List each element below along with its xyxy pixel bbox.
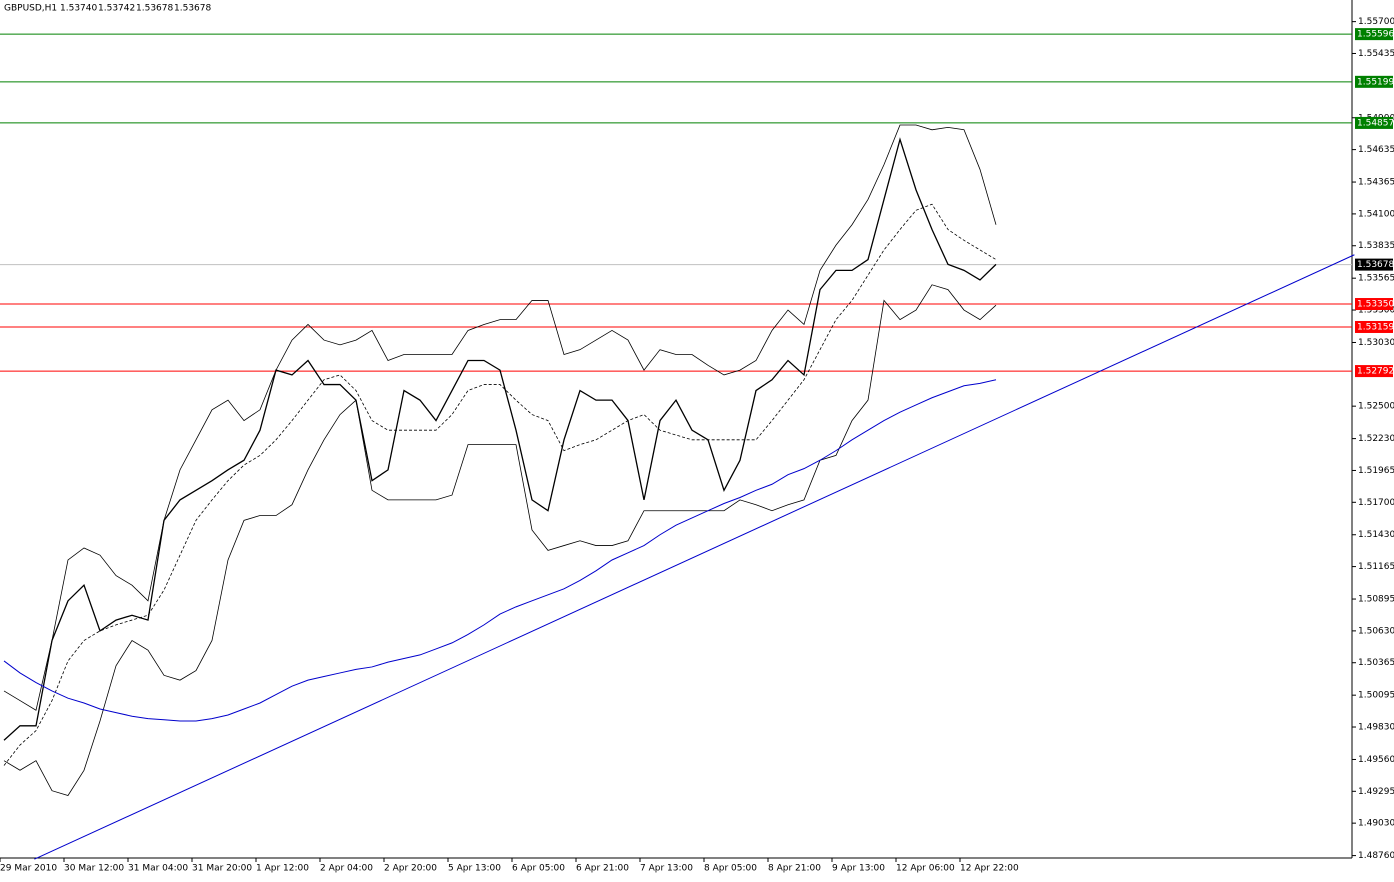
ohlc-value: 1.53678	[174, 4, 211, 14]
level-box	[1355, 298, 1393, 311]
x-tick-label: 12 Apr 22:00	[960, 864, 1019, 874]
x-tick-label: 6 Apr 21:00	[576, 864, 629, 874]
y-tick-label: 1.49560	[1358, 755, 1394, 765]
y-tick-label: 1.50895	[1358, 595, 1394, 605]
x-tick-label: 2 Apr 20:00	[384, 864, 437, 874]
y-tick-label: 1.51700	[1358, 498, 1394, 508]
x-tick-label: 9 Apr 13:00	[832, 864, 885, 874]
trendline	[34, 254, 1355, 860]
x-tick-label: 29 Mar 2010	[0, 864, 57, 874]
y-tick-label: 1.48760	[1358, 851, 1394, 861]
y-tick-label: 1.54635	[1358, 145, 1394, 155]
symbol: GBPUSD,H1	[4, 4, 57, 14]
y-tick-label: 1.53835	[1358, 241, 1394, 251]
y-tick-label: 1.52500	[1358, 402, 1394, 412]
level-label: 1.55199	[1357, 77, 1394, 87]
series-line	[3, 124, 997, 711]
x-tick-label: 30 Mar 12:00	[64, 864, 124, 874]
y-tick-label: 1.54100	[1358, 209, 1394, 219]
level-box	[1355, 116, 1393, 129]
x-tick-label: 12 Apr 06:00	[896, 864, 955, 874]
y-tick-label: 1.50095	[1358, 691, 1394, 701]
y-tick-label: 1.53030	[1358, 338, 1394, 348]
x-tick-label: 1 Apr 12:00	[256, 864, 309, 874]
level-box	[1355, 258, 1393, 271]
x-tick-label: 2 Apr 04:00	[320, 864, 373, 874]
y-tick-label: 1.55435	[1358, 49, 1394, 59]
y-tick-label: 1.51430	[1358, 530, 1394, 540]
y-tick-label: 1.53565	[1358, 274, 1394, 284]
x-tick-label: 6 Apr 05:00	[512, 864, 565, 874]
y-tick-label: 1.49830	[1358, 723, 1394, 733]
level-label: 1.53159	[1357, 322, 1394, 332]
y-tick-label: 1.54365	[1358, 178, 1394, 188]
y-tick-label: 1.51965	[1358, 466, 1394, 476]
level-label: 1.53678	[1357, 260, 1394, 270]
y-tick-label: 1.50365	[1358, 658, 1394, 668]
y-tick-label: 1.51165	[1358, 562, 1394, 572]
level-box	[1355, 28, 1393, 41]
x-tick-label: 5 Apr 13:00	[448, 864, 501, 874]
series-line	[3, 379, 997, 722]
level-label: 1.53350	[1357, 300, 1394, 310]
y-tick-label: 1.50630	[1358, 626, 1394, 636]
y-tick-label: 1.53300	[1358, 306, 1394, 316]
series-line	[3, 137, 997, 741]
level-label: 1.55596	[1357, 30, 1394, 40]
x-tick-label: 8 Apr 05:00	[704, 864, 757, 874]
y-tick-label: 1.49295	[1358, 787, 1394, 797]
series-line	[3, 203, 997, 766]
x-tick-label: 8 Apr 21:00	[768, 864, 821, 874]
level-box	[1355, 365, 1393, 378]
series-line	[3, 284, 997, 796]
level-label: 1.54857	[1357, 118, 1394, 128]
level-box	[1355, 75, 1393, 88]
x-tick-label: 7 Apr 13:00	[640, 864, 693, 874]
x-tick-label: 31 Mar 20:00	[192, 864, 252, 874]
y-tick-label: 1.52230	[1358, 434, 1394, 444]
ohlc-value: 1.53740	[60, 4, 97, 14]
level-box	[1355, 320, 1393, 333]
ohlc-value: 1.53678	[136, 4, 173, 14]
y-tick-label: 1.49030	[1358, 819, 1394, 829]
level-label: 1.52792	[1357, 367, 1394, 377]
x-tick-label: 31 Mar 04:00	[128, 864, 188, 874]
y-tick-label: 1.55700	[1358, 17, 1394, 27]
ohlc-value: 1.53742	[98, 4, 135, 14]
